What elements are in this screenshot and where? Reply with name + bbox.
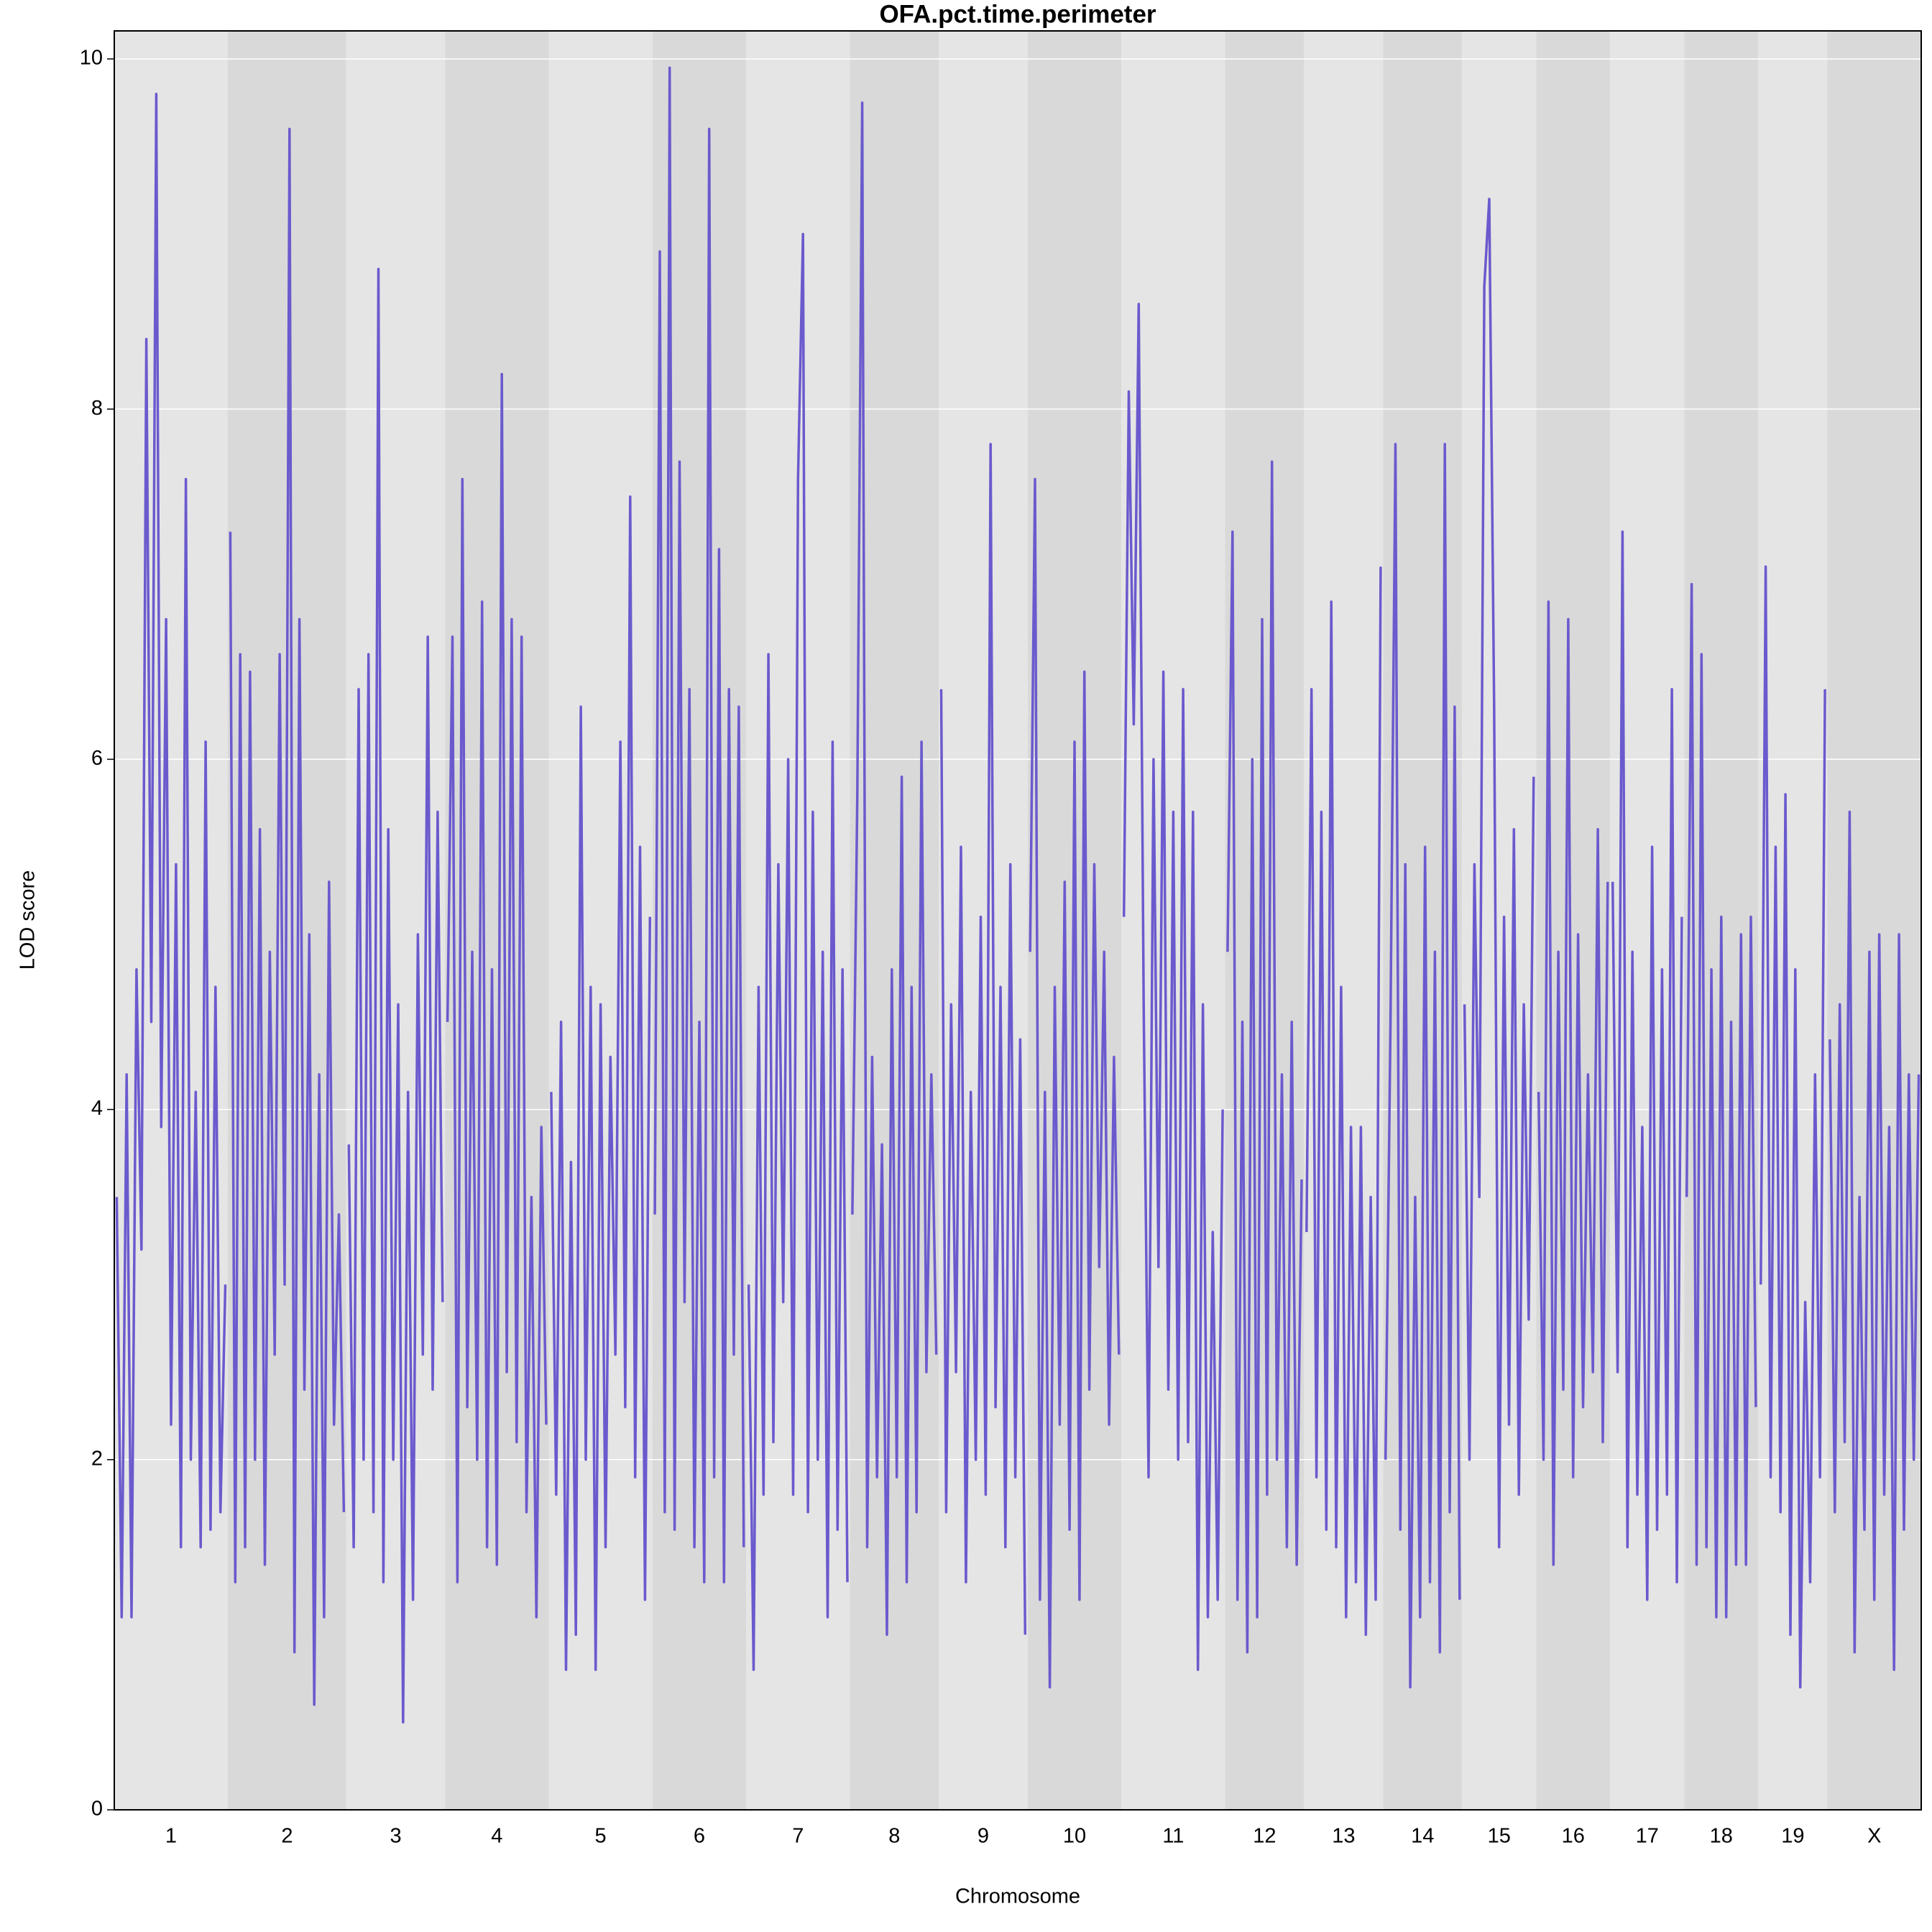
x-tick-label: 8 [888,1825,900,1848]
x-tick-label: 17 [1636,1825,1659,1848]
x-tick-label: 1 [165,1825,177,1848]
x-tick-label: 7 [792,1825,804,1848]
lod-curve [939,443,1027,1635]
lod-curve [1611,530,1683,1601]
lod-curve [1122,303,1224,1671]
y-tick-label: 6 [91,747,103,770]
lod-curve [1305,566,1382,1637]
x-tick-label: 10 [1063,1825,1086,1848]
x-tick-label: 9 [978,1825,989,1848]
lod-curve [1384,443,1461,1689]
lod-curve [1537,600,1609,1566]
x-tick-label: 2 [281,1825,293,1848]
lod-curve [653,66,745,1584]
lod-curve [1463,198,1535,1549]
plot-frame [114,30,1922,1811]
chromosome-band [1383,31,1463,1810]
x-tick-label: 3 [390,1825,401,1848]
x-tick-label: 11 [1162,1825,1184,1848]
lod-curve [446,372,548,1619]
y-tick-label: 2 [91,1447,103,1470]
x-tick-label: 13 [1332,1825,1355,1848]
x-tick-label: 6 [694,1825,705,1848]
lod-curve [747,232,849,1671]
x-tick-label: 16 [1562,1825,1585,1848]
y-tick-label: 4 [91,1097,103,1120]
lod-curve [1760,565,1826,1689]
lod-curve [1226,460,1303,1654]
y-tick-label: 8 [91,397,103,420]
chromosome-band [939,31,1028,1810]
lod-curve [347,267,444,1724]
chart-title: OFA.pct.time.perimeter [879,0,1156,28]
plot-background [114,31,1921,1810]
chromosome-band [1758,31,1828,1810]
chromosome-band [1304,31,1384,1810]
lod-curve [550,495,652,1671]
x-tick-label: X [1867,1825,1881,1848]
lod-curve [1828,810,1920,1671]
y-tick-label: 10 [80,47,103,70]
lod-curves [115,66,1920,1724]
x-tick-label: 14 [1411,1825,1434,1848]
lod-curve [851,101,938,1637]
x-tick-label: 15 [1488,1825,1511,1848]
x-tick-label: 19 [1781,1825,1804,1848]
lod-curve [1029,477,1121,1689]
y-tick-label: 0 [91,1798,103,1821]
y-axis-label: LOD score [17,870,40,970]
x-tick-label: 18 [1710,1825,1733,1848]
x-axis-label: Chromosome [955,1885,1080,1908]
lod-curve [115,92,227,1619]
x-tick-label: 5 [595,1825,607,1848]
x-tick-label: 4 [491,1825,502,1848]
x-tick-label: 12 [1253,1825,1276,1848]
lod-curve [1685,583,1757,1619]
lod-curve [229,127,346,1706]
